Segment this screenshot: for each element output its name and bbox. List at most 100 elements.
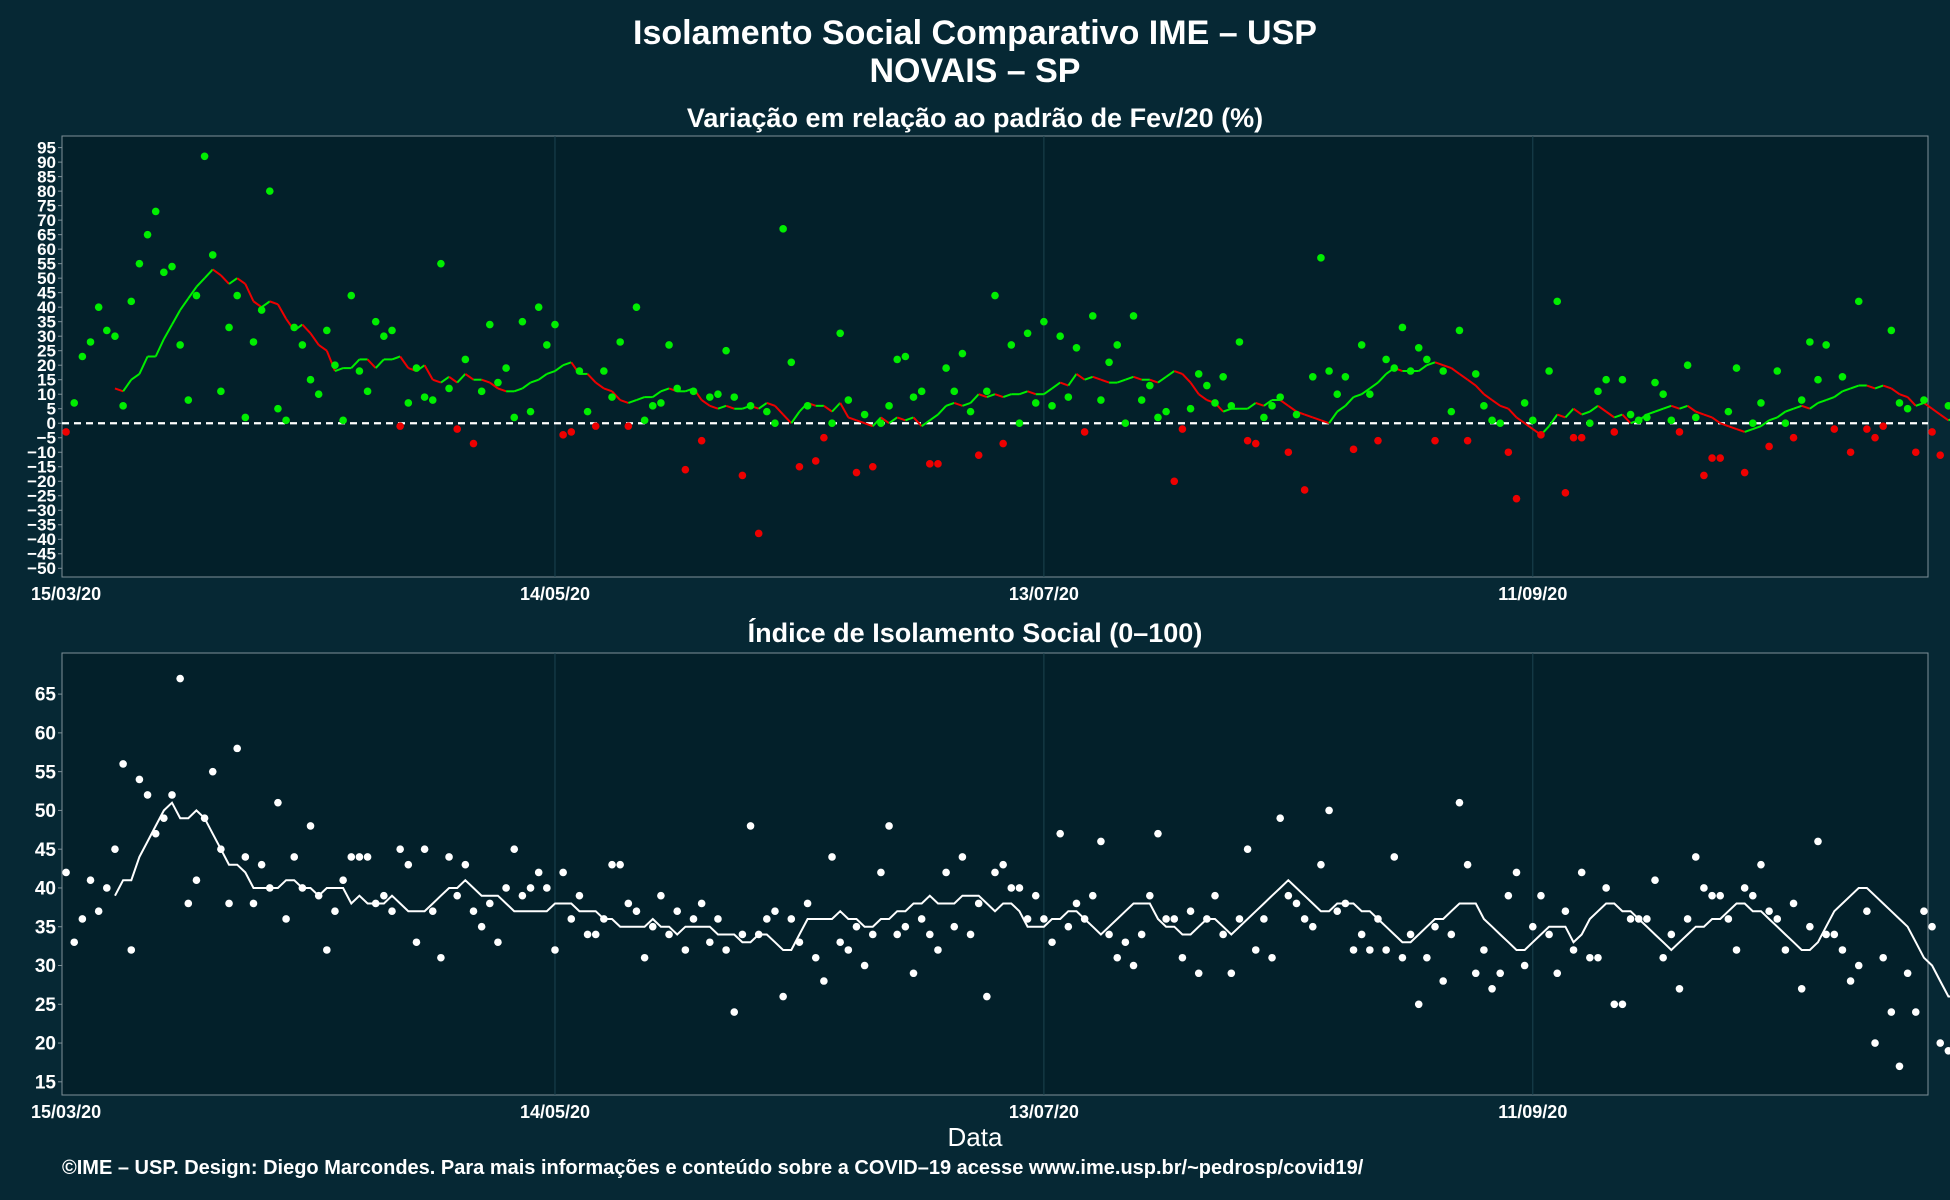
data-point bbox=[1797, 396, 1806, 404]
moving-average-segment bbox=[1719, 422, 1729, 428]
moving-average-segment bbox=[1320, 419, 1330, 425]
y-tick-label: 60 bbox=[37, 240, 56, 259]
data-point bbox=[901, 922, 910, 931]
moving-average-segment bbox=[1173, 370, 1183, 375]
data-point bbox=[600, 915, 608, 923]
moving-average-segment bbox=[1043, 387, 1053, 396]
moving-average-segment bbox=[1728, 425, 1737, 430]
data-point bbox=[820, 433, 828, 442]
data-point bbox=[1406, 930, 1415, 939]
data-point bbox=[1308, 922, 1317, 931]
data-point bbox=[575, 891, 584, 900]
data-point bbox=[600, 367, 608, 375]
moving-average-segment bbox=[994, 393, 1004, 399]
data-point bbox=[1537, 891, 1545, 900]
data-point bbox=[453, 425, 462, 433]
data-point bbox=[103, 326, 111, 335]
data-point bbox=[355, 367, 364, 375]
data-point bbox=[257, 860, 266, 869]
moving-average-segment bbox=[627, 399, 637, 404]
data-point bbox=[763, 407, 771, 416]
x-tick-label: 15/03/20 bbox=[31, 584, 101, 604]
data-point bbox=[1561, 489, 1570, 497]
data-point bbox=[494, 938, 502, 947]
data-point bbox=[1586, 953, 1594, 962]
data-point bbox=[518, 891, 527, 900]
moving-average-segment bbox=[1051, 381, 1061, 390]
moving-average-segment bbox=[530, 378, 540, 384]
data-point bbox=[1203, 381, 1211, 390]
data-point bbox=[1577, 433, 1586, 442]
data-point bbox=[241, 853, 250, 861]
data-point bbox=[1488, 984, 1496, 993]
data-point bbox=[950, 922, 959, 931]
data-point bbox=[1724, 915, 1733, 923]
data-point bbox=[1789, 433, 1798, 442]
data-point bbox=[1227, 969, 1236, 978]
y-tick-label: 95 bbox=[37, 139, 56, 158]
data-point bbox=[714, 390, 722, 399]
data-point bbox=[1341, 899, 1350, 908]
moving-average-segment bbox=[782, 413, 793, 424]
moving-average-segment bbox=[962, 401, 971, 407]
y-tick-label: 45 bbox=[35, 840, 57, 861]
data-point bbox=[1765, 442, 1773, 451]
data-point bbox=[1423, 355, 1431, 364]
data-point bbox=[502, 884, 510, 892]
data-point bbox=[510, 845, 519, 853]
moving-average-segment bbox=[1165, 370, 1175, 378]
moving-average-segment bbox=[1866, 384, 1876, 390]
data-point bbox=[1040, 915, 1048, 923]
data-point bbox=[331, 907, 339, 916]
data-point bbox=[257, 306, 266, 314]
data-point bbox=[1154, 829, 1162, 838]
moving-average-segment bbox=[1067, 373, 1078, 387]
data-point bbox=[1219, 373, 1227, 381]
moving-average-segment bbox=[921, 419, 931, 427]
data-point bbox=[1667, 930, 1676, 939]
data-point bbox=[1349, 946, 1358, 954]
data-point bbox=[1683, 915, 1692, 923]
moving-average-segment bbox=[301, 323, 312, 334]
moving-average-segment bbox=[554, 364, 564, 372]
data-point bbox=[974, 899, 983, 908]
data-point bbox=[567, 428, 576, 436]
moving-average-segment bbox=[1075, 373, 1086, 381]
moving-average-segment bbox=[1418, 364, 1428, 372]
data-point bbox=[1528, 416, 1537, 425]
moving-average-segment bbox=[831, 402, 841, 413]
moving-average-segment bbox=[969, 393, 980, 404]
data-point bbox=[274, 404, 282, 413]
moving-average-segment bbox=[1353, 393, 1363, 399]
data-point bbox=[1594, 953, 1602, 962]
data-point bbox=[192, 291, 201, 300]
data-point bbox=[1178, 425, 1187, 433]
moving-average-segment bbox=[1059, 381, 1069, 387]
data-point bbox=[1903, 969, 1912, 978]
data-point bbox=[265, 884, 274, 892]
moving-average-segment bbox=[912, 416, 923, 427]
data-point bbox=[934, 460, 942, 468]
moving-average-segment bbox=[1247, 402, 1257, 410]
data-point bbox=[1243, 845, 1252, 853]
data-point bbox=[1537, 431, 1545, 439]
data-point bbox=[1659, 390, 1667, 399]
data-point bbox=[1382, 355, 1390, 364]
moving-average-segment bbox=[456, 373, 467, 384]
moving-average-segment bbox=[538, 373, 548, 381]
data-point bbox=[1366, 946, 1374, 954]
moving-average-segment bbox=[171, 309, 182, 326]
data-point bbox=[1072, 899, 1081, 908]
data-point bbox=[1227, 402, 1236, 410]
data-point bbox=[1455, 326, 1464, 335]
data-point bbox=[1920, 907, 1928, 916]
data-point bbox=[62, 428, 70, 436]
data-point bbox=[803, 899, 812, 908]
data-point bbox=[437, 953, 445, 962]
data-point bbox=[1806, 338, 1814, 346]
data-point bbox=[380, 891, 388, 900]
data-point bbox=[1708, 891, 1716, 900]
y-tick-label: 20 bbox=[35, 1034, 56, 1055]
moving-average-segment bbox=[1084, 375, 1094, 381]
data-point bbox=[265, 187, 274, 195]
